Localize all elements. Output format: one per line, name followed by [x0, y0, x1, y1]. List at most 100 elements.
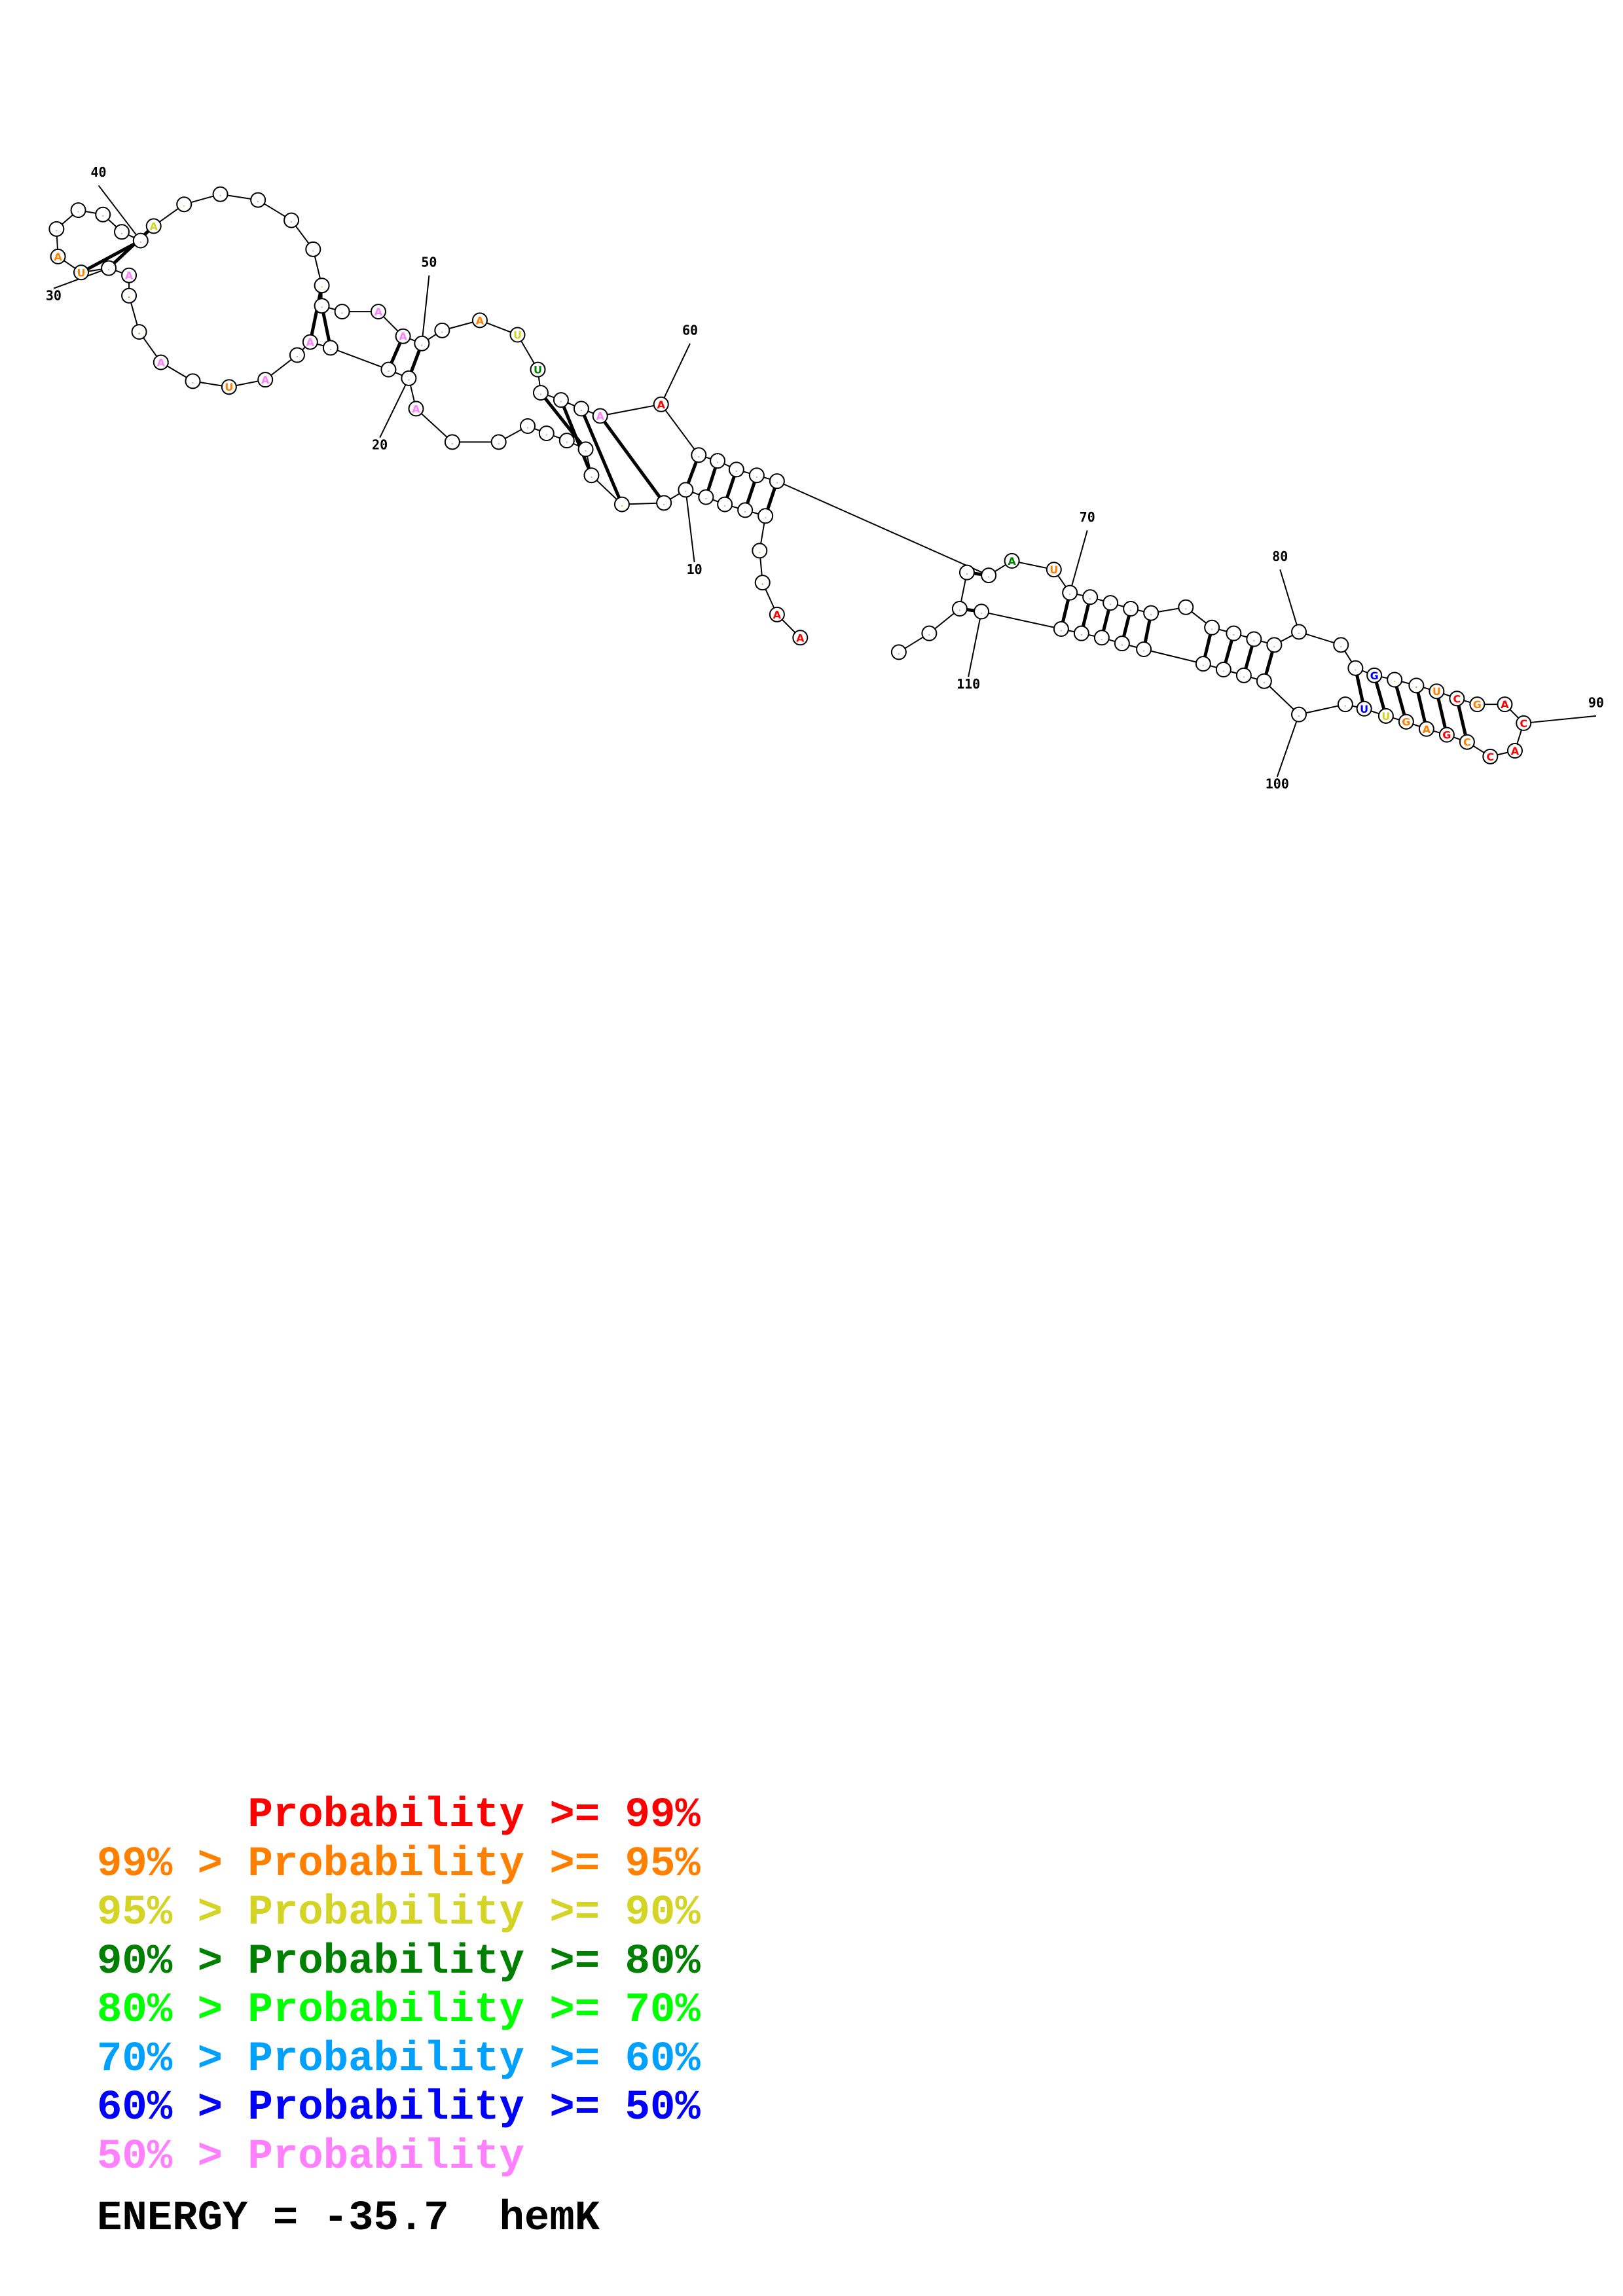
nucleotide-letter: ·	[387, 367, 390, 376]
nucleotide-letter: ·	[697, 452, 700, 461]
nucleotide-letter: A	[399, 331, 407, 343]
nucleotide-letter: A	[306, 336, 315, 349]
nucleotide-circle	[1226, 625, 1242, 641]
nucleotide-circle	[1073, 625, 1089, 641]
nucleotide-letter: ·	[545, 431, 548, 439]
nucleotide-circle	[656, 495, 672, 511]
nucleotide-letter: ·	[1298, 629, 1300, 637]
nucleotide-node: ·	[1143, 605, 1159, 621]
legend-entry: Probability >= 99%	[97, 1792, 701, 1839]
nucleotide-letter: ·	[966, 570, 968, 579]
nucleotide-node: G	[1469, 696, 1486, 713]
nucleotide-circle	[322, 340, 338, 356]
nucleotide-node: ·	[1333, 637, 1349, 653]
nucleotide-circle	[1136, 641, 1152, 658]
nucleotide-node: U	[1046, 562, 1062, 578]
nucleotide-circle	[728, 461, 744, 478]
nucleotide-circle	[1418, 721, 1434, 737]
nucleotide-letter: ·	[120, 229, 123, 238]
nucleotide-circle	[737, 502, 754, 518]
nucleotide-node: ·	[1178, 599, 1194, 615]
nucleotide-node: ·	[573, 401, 589, 417]
backbone-link	[415, 408, 453, 443]
nucleotide-letter: ·	[716, 458, 719, 467]
nucleotide-circle	[1408, 677, 1425, 694]
nucleotide-letter: A	[1008, 555, 1016, 567]
nucleotide-letter: ·	[441, 328, 443, 336]
nucleotide-node: ·	[1256, 673, 1272, 689]
nucleotide-circle	[70, 202, 86, 219]
nucleotide-circle	[558, 433, 575, 449]
nucleotide-node: ·	[101, 260, 117, 276]
nucleotide-letter: ·	[1298, 712, 1300, 721]
nucleotide-letter: ·	[257, 198, 259, 206]
nucleotide-circle	[471, 312, 488, 329]
position-tick-line	[685, 490, 695, 563]
nucleotide-letter: ·	[580, 406, 583, 414]
nucleotide-letter: ·	[566, 438, 568, 446]
nucleotide-node: ·	[698, 489, 714, 505]
backbone-link	[600, 403, 661, 417]
nucleotide-circle	[890, 644, 907, 660]
nucleotide-circle	[538, 425, 555, 442]
backbone-link	[330, 347, 389, 370]
nucleotide-circle	[653, 396, 669, 412]
nucleotide-circle	[314, 298, 330, 314]
nucleotide-node: ·	[553, 392, 569, 408]
nucleotide-letter: C	[1486, 751, 1494, 763]
nucleotide-letter: ·	[761, 580, 764, 588]
nucleotide-letter: A	[796, 632, 805, 644]
base-pair-line	[539, 391, 587, 450]
nucleotide-letter: U	[1381, 710, 1390, 723]
nucleotide-node: ·	[1053, 621, 1069, 637]
nucleotide-node: ·	[414, 335, 430, 351]
rna-structure-diagram: ···· ·AU············· G ·· UC G ACACCGAGUU····…	[46, 164, 1604, 791]
nucleotide-node: ·	[1246, 631, 1262, 647]
nucleotide-circle	[176, 196, 192, 213]
nucleotide-circle	[958, 564, 975, 581]
nucleotide-circle	[1506, 743, 1523, 759]
nucleotide-letter: ·	[1068, 590, 1071, 599]
nucleotide-letter: ·	[898, 649, 900, 658]
nucleotide-circle	[95, 206, 111, 223]
nucleotide-circle	[305, 241, 321, 257]
nucleotide-node: C	[1482, 748, 1499, 764]
nucleotide-letter: ·	[407, 376, 410, 384]
nucleotide-node: A	[145, 218, 162, 234]
nucleotide-circle	[414, 335, 430, 351]
nucleotide-letter: ·	[756, 473, 758, 481]
nucleotide-letter: ·	[958, 606, 961, 615]
nucleotide-node: A	[50, 248, 66, 264]
nucleotide-node: U	[1429, 683, 1445, 700]
nucleotide-circle	[132, 232, 149, 249]
nucleotide-letter: ·	[183, 202, 185, 210]
backbone-link	[1298, 704, 1346, 715]
nucleotide-letter: ·	[1089, 594, 1091, 603]
nucleotide-node: A	[408, 401, 424, 417]
position-tick-line	[379, 378, 410, 439]
nucleotide-letter: ·	[55, 226, 58, 235]
nucleotide-circle	[185, 373, 201, 389]
nucleotide-letter: ·	[980, 609, 983, 617]
nucleotide-circle	[1429, 683, 1445, 700]
nucleotide-node: ·	[185, 373, 201, 389]
nucleotide-circle	[748, 467, 765, 484]
nucleotide-circle	[1062, 584, 1078, 601]
legend-entry: 70% > Probability >= 60%	[97, 2036, 701, 2083]
nucleotide-node: ·	[958, 564, 975, 581]
nucleotide-node: ·	[1123, 601, 1139, 617]
base-pair-line	[598, 415, 666, 504]
nucleotide-node: ·	[737, 502, 754, 518]
nucleotide-circle	[101, 260, 117, 276]
nucleotide-circle	[1377, 708, 1394, 724]
nucleotide-circle	[1482, 748, 1499, 764]
nucleotide-node: A	[395, 328, 411, 344]
nucleotide-node: U	[530, 361, 546, 378]
nucleotide-node: ·	[613, 496, 630, 512]
nucleotide-node: C	[1516, 715, 1532, 731]
nucleotide-circle	[921, 625, 938, 641]
nucleotide-letter: U	[534, 364, 542, 376]
base-pair-line	[80, 239, 141, 274]
nucleotide-circle	[592, 408, 608, 424]
nucleotide-circle	[553, 392, 569, 408]
